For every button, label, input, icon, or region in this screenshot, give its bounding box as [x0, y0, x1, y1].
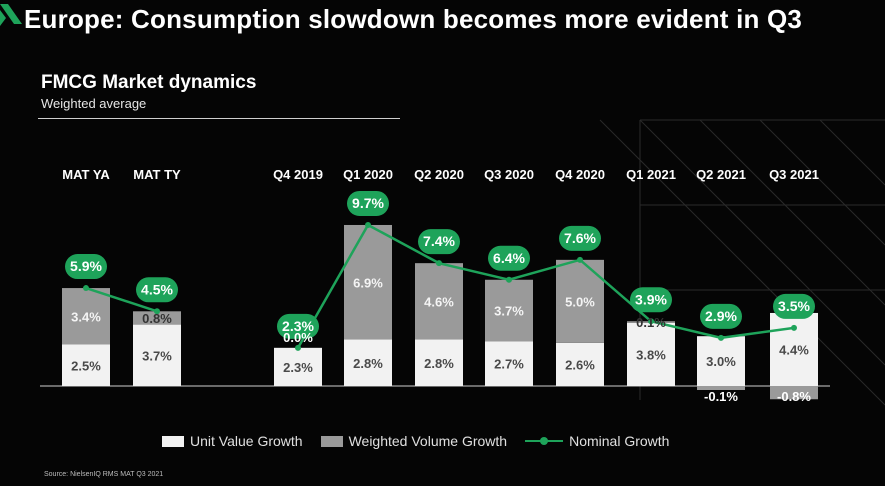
- data-label-unit-value: 3.0%: [706, 354, 736, 369]
- category-label: Q3 2021: [769, 167, 819, 182]
- legend-weighted-volume: Weighted Volume Growth: [320, 433, 508, 449]
- nominal-growth-badge: [488, 245, 530, 271]
- nominal-growth-badge: [136, 277, 178, 303]
- nominal-growth-point: [83, 285, 89, 292]
- data-label-weighted-volume: 0.8%: [142, 311, 172, 326]
- data-label-unit-value: 2.5%: [71, 358, 101, 373]
- data-label-nominal: 3.5%: [778, 298, 810, 314]
- nominal-growth-line: [85, 286, 158, 313]
- nominal-growth-point: [295, 344, 301, 351]
- category-label: Q2 2021: [696, 167, 746, 182]
- data-label-unit-value: 2.7%: [494, 357, 524, 372]
- nominal-growth-point: [791, 324, 797, 331]
- bar-unit-value: [556, 342, 604, 386]
- data-label-nominal: 7.4%: [423, 233, 455, 249]
- bar-unit-value: [274, 347, 322, 386]
- category-label: MAT TY: [133, 167, 181, 182]
- page-title: Europe: Consumption slowdown becomes mor…: [24, 4, 803, 34]
- bar-unit-value: [485, 341, 533, 386]
- category-label: Q4 2019: [273, 167, 323, 182]
- bar-weighted-volume: [697, 386, 745, 390]
- nominal-growth-badge: [773, 293, 815, 319]
- bar-unit-value: [627, 322, 675, 386]
- nominal-growth-point: [365, 221, 371, 228]
- data-label-nominal: 2.9%: [705, 308, 737, 324]
- data-label-unit-value: 4.4%: [779, 342, 809, 357]
- bar-weighted-volume: [485, 279, 533, 342]
- nominal-growth-badge: [559, 225, 601, 251]
- nominal-growth-point: [648, 318, 654, 325]
- data-label-weighted-volume: 0.0%: [283, 330, 313, 345]
- chart-subtitle: FMCG Market dynamics: [41, 72, 257, 93]
- nominal-growth-point: [718, 334, 724, 341]
- nominal-growth-badge: [347, 190, 389, 216]
- data-label-weighted-volume: 3.4%: [71, 309, 101, 324]
- nominal-growth-badge: [630, 287, 672, 313]
- nominal-growth-point: [436, 260, 442, 267]
- data-label-weighted-volume: 4.6%: [424, 294, 454, 309]
- data-label-nominal: 9.7%: [352, 195, 384, 211]
- bar-unit-value: [62, 344, 110, 386]
- nominal-growth-badge: [418, 229, 460, 255]
- category-label: Q3 2020: [484, 167, 534, 182]
- legend-label-weighted-volume: Weighted Volume Growth: [348, 433, 508, 449]
- category-label: Q2 2020: [414, 167, 464, 182]
- nominal-growth-point: [577, 256, 583, 263]
- data-label-nominal: 6.4%: [493, 250, 525, 266]
- data-label-nominal: 4.5%: [141, 281, 173, 297]
- category-label: Q1 2020: [343, 167, 393, 182]
- bar-unit-value: [697, 336, 745, 386]
- data-label-weighted-volume: -0.1%: [704, 389, 738, 404]
- nominal-growth-point: [154, 308, 160, 315]
- bar-weighted-volume: [344, 224, 392, 340]
- legend-label-unit-value: Unit Value Growth: [190, 433, 303, 449]
- data-label-nominal: 7.6%: [564, 230, 596, 246]
- bar-unit-value: [415, 339, 463, 386]
- data-label-weighted-volume: 6.9%: [353, 275, 383, 290]
- brand-logo-icon: [0, 4, 22, 26]
- bar-unit-value: [344, 339, 392, 386]
- data-label-nominal: 2.3%: [282, 318, 314, 334]
- legend-swatch-nominal: [525, 435, 564, 447]
- chart-note: Weighted average: [41, 96, 147, 111]
- data-label-weighted-volume: 0.1%: [636, 315, 666, 330]
- nominal-growth-point: [506, 276, 512, 283]
- bar-weighted-volume: [133, 311, 181, 325]
- data-label-weighted-volume: 5.0%: [565, 294, 595, 309]
- category-label: Q1 2021: [626, 167, 676, 182]
- bar-unit-value: [133, 324, 181, 386]
- data-label-unit-value: 3.7%: [142, 348, 172, 363]
- bar-weighted-volume: [770, 386, 818, 400]
- nominal-growth-badge: [277, 313, 319, 339]
- nominal-growth-badge: [65, 254, 107, 280]
- data-label-weighted-volume: -0.8%: [777, 389, 811, 404]
- data-label-unit-value: 2.6%: [565, 357, 595, 372]
- bar-weighted-volume: [62, 288, 110, 345]
- data-label-nominal: 5.9%: [70, 258, 102, 274]
- category-label: MAT YA: [62, 167, 110, 182]
- nominal-growth-line: [296, 223, 795, 349]
- source-note: Source: NielsenIQ RMS MAT Q3 2021: [44, 471, 164, 478]
- data-label-unit-value: 2.8%: [353, 356, 383, 371]
- data-label-weighted-volume: 3.7%: [494, 303, 524, 318]
- legend-swatch-weighted-volume: [320, 435, 343, 447]
- bar-weighted-volume: [415, 263, 463, 340]
- data-label-nominal: 3.9%: [635, 291, 667, 307]
- legend-nominal: Nominal Growth: [525, 433, 669, 449]
- legend-label-nominal: Nominal Growth: [569, 433, 670, 449]
- legend-unit-value: Unit Value Growth: [162, 433, 303, 449]
- data-label-unit-value: 2.8%: [424, 356, 454, 371]
- divider: [38, 118, 400, 119]
- chart-legend: Unit Value Growth Weighted Volume Growth…: [162, 433, 669, 449]
- nominal-growth-badge: [700, 303, 742, 329]
- legend-swatch-unit-value: [162, 435, 184, 447]
- category-label: Q4 2020: [555, 167, 605, 182]
- data-label-unit-value: 2.3%: [283, 360, 313, 375]
- data-label-unit-value: 3.8%: [636, 347, 666, 362]
